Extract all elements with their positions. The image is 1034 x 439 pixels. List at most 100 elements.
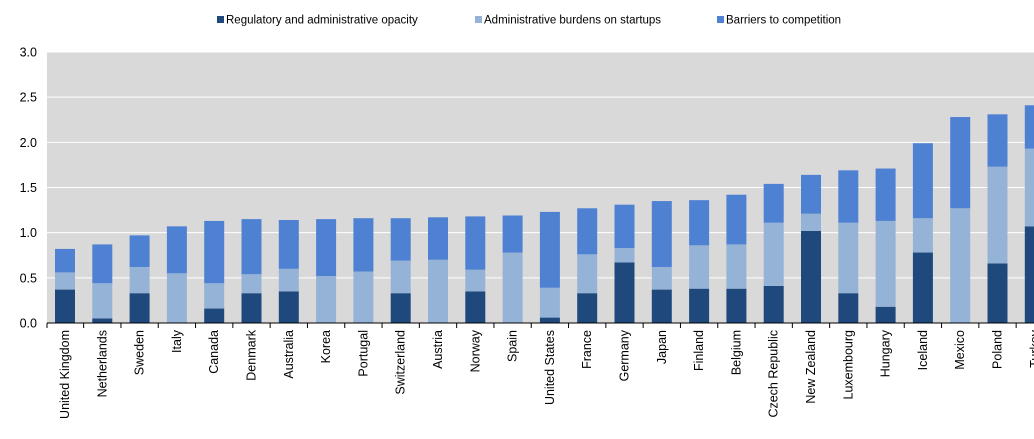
bar-segment-administrative-burdens-on-startups bbox=[278, 268, 299, 292]
x-category-label: New Zealand bbox=[804, 330, 818, 404]
x-category-label: Australia bbox=[282, 330, 296, 379]
bar-segment-barriers-to-competition bbox=[875, 168, 896, 221]
x-category-label: Canada bbox=[207, 330, 221, 374]
bar-segment-regulatory-and-administrative-opacity bbox=[204, 308, 225, 323]
x-category-label: Korea bbox=[319, 330, 333, 363]
bar-stack-finland bbox=[689, 200, 710, 323]
bar-segment-regulatory-and-administrative-opacity bbox=[465, 291, 486, 323]
bar-stack-spain bbox=[502, 215, 523, 323]
x-category-label: Netherlands bbox=[95, 330, 109, 397]
bar-segment-administrative-burdens-on-startups bbox=[241, 274, 262, 294]
bar-stack-korea bbox=[316, 219, 337, 323]
bar-stack-austria bbox=[428, 217, 448, 323]
bar-segment-barriers-to-competition bbox=[390, 218, 411, 261]
x-category-label: United Kingdom bbox=[58, 330, 72, 419]
bar-segment-administrative-burdens-on-startups bbox=[55, 272, 75, 290]
legend: Regulatory and administrative opacity Adm… bbox=[217, 15, 841, 27]
y-tick-label: 2.0 bbox=[20, 136, 37, 150]
bar-stack-belgium bbox=[726, 194, 747, 323]
y-tick-label: 0.5 bbox=[20, 271, 37, 285]
legend-label: Barriers to competition bbox=[726, 15, 841, 27]
y-tick-label: 3.0 bbox=[20, 46, 37, 60]
x-category-label: Belgium bbox=[729, 330, 743, 375]
bar-stack-canada bbox=[204, 220, 225, 323]
bar-stack-mexico bbox=[950, 117, 971, 323]
bar-segment-barriers-to-competition bbox=[166, 226, 187, 274]
bar-segment-regulatory-and-administrative-opacity bbox=[390, 293, 411, 323]
bar-segment-regulatory-and-administrative-opacity bbox=[55, 289, 75, 323]
legend-label: Regulatory and administrative opacity bbox=[226, 15, 418, 27]
bar-segment-barriers-to-competition bbox=[502, 215, 523, 253]
y-axis: 0.0 0.5 1.0 1.5 2.0 2.5 3.0 bbox=[20, 46, 37, 331]
bar-segment-barriers-to-competition bbox=[838, 170, 859, 223]
x-category-label: United States bbox=[543, 330, 557, 405]
bar-stack-united-states bbox=[539, 211, 560, 323]
x-category-label: Austria bbox=[431, 330, 445, 369]
bar-stack-netherlands bbox=[92, 244, 113, 323]
bar-segment-regulatory-and-administrative-opacity bbox=[689, 288, 710, 323]
x-category-label: Japan bbox=[655, 330, 669, 364]
bar-stack-united-kingdom bbox=[55, 248, 75, 323]
bar-segment-regulatory-and-administrative-opacity bbox=[987, 263, 1008, 323]
bar-segment-administrative-burdens-on-startups bbox=[166, 273, 187, 323]
x-category-label: Switzerland bbox=[394, 330, 408, 395]
bar-segment-administrative-burdens-on-startups bbox=[838, 222, 859, 294]
bar-segment-administrative-burdens-on-startups bbox=[92, 283, 113, 319]
bar-stack-new-zealand bbox=[801, 174, 821, 323]
bar-segment-administrative-burdens-on-startups bbox=[129, 266, 150, 294]
bar-segment-administrative-burdens-on-startups bbox=[726, 244, 747, 289]
bar-stack-hungary bbox=[875, 168, 896, 323]
x-category-label: Luxembourg bbox=[841, 330, 855, 400]
bar-segment-barriers-to-competition bbox=[465, 216, 486, 270]
bar-segment-barriers-to-competition bbox=[92, 244, 113, 284]
bar-segment-administrative-burdens-on-startups bbox=[912, 218, 933, 253]
bar-segment-administrative-burdens-on-startups bbox=[316, 276, 337, 323]
bar-segment-barriers-to-competition bbox=[428, 217, 448, 260]
x-category-label: Hungary bbox=[879, 329, 893, 377]
x-category-label: Turkey bbox=[1028, 329, 1034, 367]
y-tick-label: 2.5 bbox=[20, 91, 37, 105]
bar-stack-sweden bbox=[129, 235, 150, 323]
x-category-label: Finland bbox=[692, 330, 706, 371]
bar-segment-administrative-burdens-on-startups bbox=[539, 287, 560, 318]
bar-stack-italy bbox=[166, 226, 187, 323]
bar-segment-barriers-to-competition bbox=[539, 211, 560, 288]
bar-segment-administrative-burdens-on-startups bbox=[987, 166, 1008, 264]
bar-segment-administrative-burdens-on-startups bbox=[689, 245, 710, 289]
x-category-label: Germany bbox=[618, 329, 632, 381]
bar-segment-regulatory-and-administrative-opacity bbox=[577, 293, 598, 323]
bar-stack-luxembourg bbox=[838, 170, 859, 323]
bar-segment-barriers-to-competition bbox=[614, 204, 635, 249]
bar-segment-barriers-to-competition bbox=[950, 117, 971, 209]
bar-segment-barriers-to-competition bbox=[987, 114, 1008, 167]
bar-segment-barriers-to-competition bbox=[763, 183, 784, 223]
bar-segment-regulatory-and-administrative-opacity bbox=[278, 291, 299, 323]
x-category-label: Norway bbox=[468, 329, 482, 372]
legend-item-administrative-burdens-on-startups: Administrative burdens on startups bbox=[475, 15, 661, 27]
bar-stack-iceland bbox=[912, 143, 933, 323]
bar-segment-regulatory-and-administrative-opacity bbox=[726, 288, 747, 323]
bar-segment-regulatory-and-administrative-opacity bbox=[801, 230, 821, 323]
bar-segment-barriers-to-competition bbox=[689, 200, 710, 246]
y-tick-label: 0.0 bbox=[20, 317, 37, 331]
bar-segment-barriers-to-competition bbox=[912, 143, 933, 219]
bar-segment-administrative-burdens-on-startups bbox=[1024, 148, 1034, 227]
bar-segment-administrative-burdens-on-startups bbox=[465, 269, 486, 292]
x-category-label: Spain bbox=[506, 330, 520, 362]
bar-segment-barriers-to-competition bbox=[651, 201, 672, 267]
bar-segment-barriers-to-competition bbox=[353, 218, 374, 272]
bar-segment-administrative-burdens-on-startups bbox=[353, 271, 374, 323]
bar-segment-barriers-to-competition bbox=[577, 208, 598, 255]
bar-segment-barriers-to-competition bbox=[278, 220, 299, 269]
bar-stack-turkey bbox=[1024, 105, 1034, 323]
x-category-label: Czech Republic bbox=[767, 330, 781, 418]
bar-segment-administrative-burdens-on-startups bbox=[428, 259, 448, 323]
x-axis: United Kingdom Netherlands Sweden Italy Cana… bbox=[46, 322, 1034, 419]
bar-segment-administrative-burdens-on-startups bbox=[950, 208, 971, 323]
bar-segment-regulatory-and-administrative-opacity bbox=[614, 262, 635, 323]
bar-segment-regulatory-and-administrative-opacity bbox=[92, 318, 113, 323]
bar-stack-portugal bbox=[353, 218, 374, 323]
legend-swatch bbox=[475, 16, 482, 23]
bars bbox=[55, 105, 1034, 323]
legend-swatch bbox=[217, 16, 224, 23]
